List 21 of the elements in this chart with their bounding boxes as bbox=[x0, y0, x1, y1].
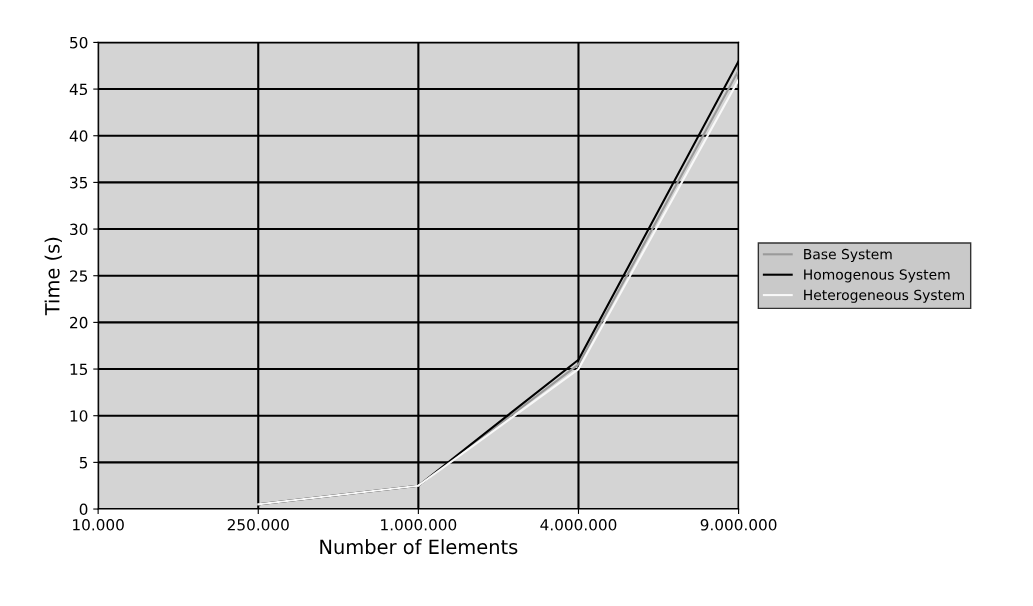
y-tick-label: 0 bbox=[79, 503, 88, 516]
y-tick-label: 10 bbox=[70, 410, 88, 422]
y-tick-label: 50 bbox=[70, 36, 88, 49]
legend-label: Base System bbox=[804, 248, 892, 263]
x-tick-label: 9.000.000 bbox=[700, 519, 777, 531]
x-tick-label: 10.000 bbox=[73, 519, 124, 531]
legend-label: Homogenous System bbox=[804, 269, 950, 283]
x-tick-label: 250.000 bbox=[227, 519, 289, 531]
x-axis-title: Number of Elements bbox=[320, 539, 518, 555]
y-tick-label: 30 bbox=[70, 223, 88, 236]
y-tick-label: 40 bbox=[69, 130, 88, 142]
y-axis-title: Time (s) bbox=[44, 237, 62, 316]
y-tick-label: 35 bbox=[70, 176, 88, 189]
y-tick-label: 45 bbox=[69, 83, 88, 96]
y-tick-label: 5 bbox=[79, 457, 88, 469]
y-tick-label: 15 bbox=[70, 363, 88, 376]
y-tick-label: 20 bbox=[70, 316, 88, 329]
legend-label: Heterogeneous System bbox=[804, 289, 964, 303]
y-tick-label: 25 bbox=[70, 270, 88, 282]
x-tick-label: 1.000.000 bbox=[381, 519, 457, 531]
x-tick-label: 4.000.000 bbox=[540, 519, 617, 531]
